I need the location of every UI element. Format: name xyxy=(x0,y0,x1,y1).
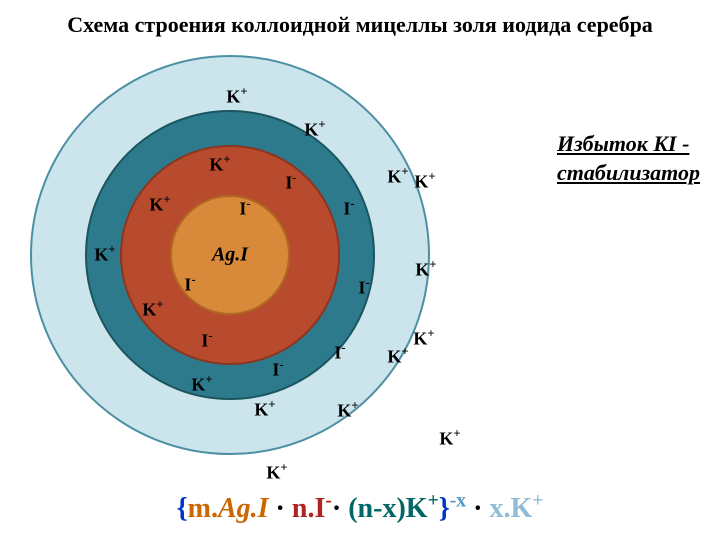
formula-k2: K+ xyxy=(510,493,543,524)
i-minus-ion: I- xyxy=(239,199,250,220)
k-plus-ion: K+ xyxy=(387,167,408,188)
micelle-diagram: Ag.I K+K+K+K+K+K+K+K+K+K+K+K+K+K+K+K+I-I… xyxy=(30,55,430,455)
formula-brace-open: { xyxy=(177,493,188,524)
page-title: Схема строения коллоидной мицеллы золя и… xyxy=(0,12,720,38)
k-plus-ion: K+ xyxy=(226,87,247,108)
k-plus-ion: K+ xyxy=(266,463,287,484)
formula-dot2: · xyxy=(332,493,348,524)
formula-nx: (n-x) xyxy=(348,493,406,524)
micelle-formula: {m.Ag.I · n.I-· (n-x)K+}-x · x.K+ xyxy=(0,493,720,525)
k-plus-ion: K+ xyxy=(142,300,163,321)
k-plus-ion: K+ xyxy=(94,245,115,266)
core-label: Ag.I xyxy=(212,244,248,267)
k-plus-ion: K+ xyxy=(413,329,434,350)
formula-brace-close: } xyxy=(439,493,450,524)
k-plus-ion: K+ xyxy=(414,172,435,193)
caption-line-2: стабилизатор xyxy=(557,160,700,185)
i-minus-ion: I- xyxy=(184,275,195,296)
k-plus-ion: K+ xyxy=(439,429,460,450)
k-plus-ion: K+ xyxy=(191,375,212,396)
i-minus-ion: I- xyxy=(201,331,212,352)
caption-line-1: Избыток KI - xyxy=(557,131,689,156)
k-plus-ion: K+ xyxy=(387,347,408,368)
i-minus-ion: I- xyxy=(358,278,369,299)
formula-m: m. xyxy=(188,493,218,524)
formula-x2: x. xyxy=(489,493,510,524)
k-plus-ion: K+ xyxy=(149,195,170,216)
formula-agi: Ag.I xyxy=(218,493,269,524)
k-plus-ion: K+ xyxy=(304,120,325,141)
formula-dot3: · xyxy=(466,493,489,524)
k-plus-ion: K+ xyxy=(209,155,230,176)
i-minus-ion: I- xyxy=(334,343,345,364)
k-plus-ion: K+ xyxy=(254,400,275,421)
stabilizer-caption: Избыток KI - стабилизатор xyxy=(557,130,700,187)
formula-xexp: -x xyxy=(450,491,466,512)
i-minus-ion: I- xyxy=(272,360,283,381)
i-minus-ion: I- xyxy=(285,173,296,194)
k-plus-ion: K+ xyxy=(337,401,358,422)
formula-dot1: · xyxy=(269,493,292,524)
k-plus-ion: K+ xyxy=(415,260,436,281)
formula-k: K+ xyxy=(406,493,439,524)
formula-n: n. xyxy=(292,493,315,524)
formula-i: I- xyxy=(314,493,331,524)
i-minus-ion: I- xyxy=(343,199,354,220)
